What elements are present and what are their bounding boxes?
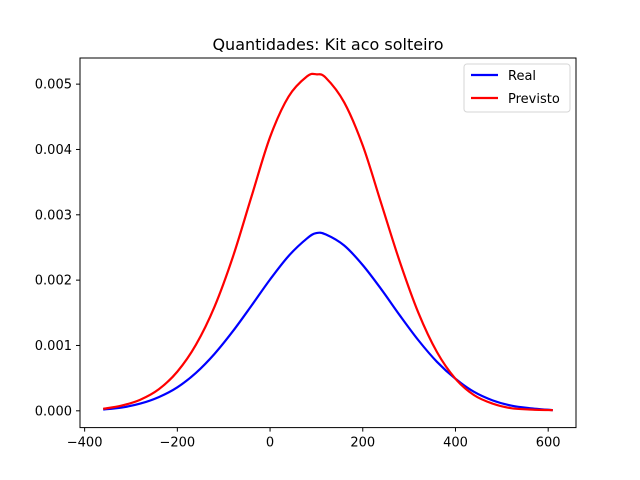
y-tick-label: 0.000 bbox=[35, 404, 72, 419]
x-tick-label: −400 bbox=[67, 436, 103, 451]
chart-title: Quantidades: Kit aco solteiro bbox=[212, 35, 443, 54]
x-tick-label: 400 bbox=[443, 436, 468, 451]
y-tick-label: 0.004 bbox=[35, 143, 72, 158]
legend: Real Previsto bbox=[463, 63, 571, 113]
series-line-real bbox=[103, 231, 553, 412]
legend-label-real: Real bbox=[508, 69, 536, 84]
x-tick-label: −200 bbox=[159, 436, 195, 451]
x-axis-ticks: −400 −200 0 200 400 600 bbox=[67, 427, 561, 451]
legend-label-previsto: Previsto bbox=[508, 92, 560, 107]
series-layer bbox=[102, 72, 553, 412]
x-tick-label: 600 bbox=[536, 436, 561, 451]
y-tick-label: 0.005 bbox=[35, 78, 72, 93]
x-tick-label: 0 bbox=[266, 436, 274, 451]
plot-frame bbox=[79, 57, 577, 429]
y-axis-ticks: 0.000 0.001 0.002 0.003 0.004 0.005 bbox=[35, 78, 80, 419]
y-tick-label: 0.001 bbox=[35, 339, 72, 354]
y-tick-label: 0.002 bbox=[35, 274, 72, 289]
y-tick-label: 0.003 bbox=[35, 208, 72, 223]
x-tick-label: 200 bbox=[350, 436, 375, 451]
series-line-previsto bbox=[102, 72, 553, 412]
